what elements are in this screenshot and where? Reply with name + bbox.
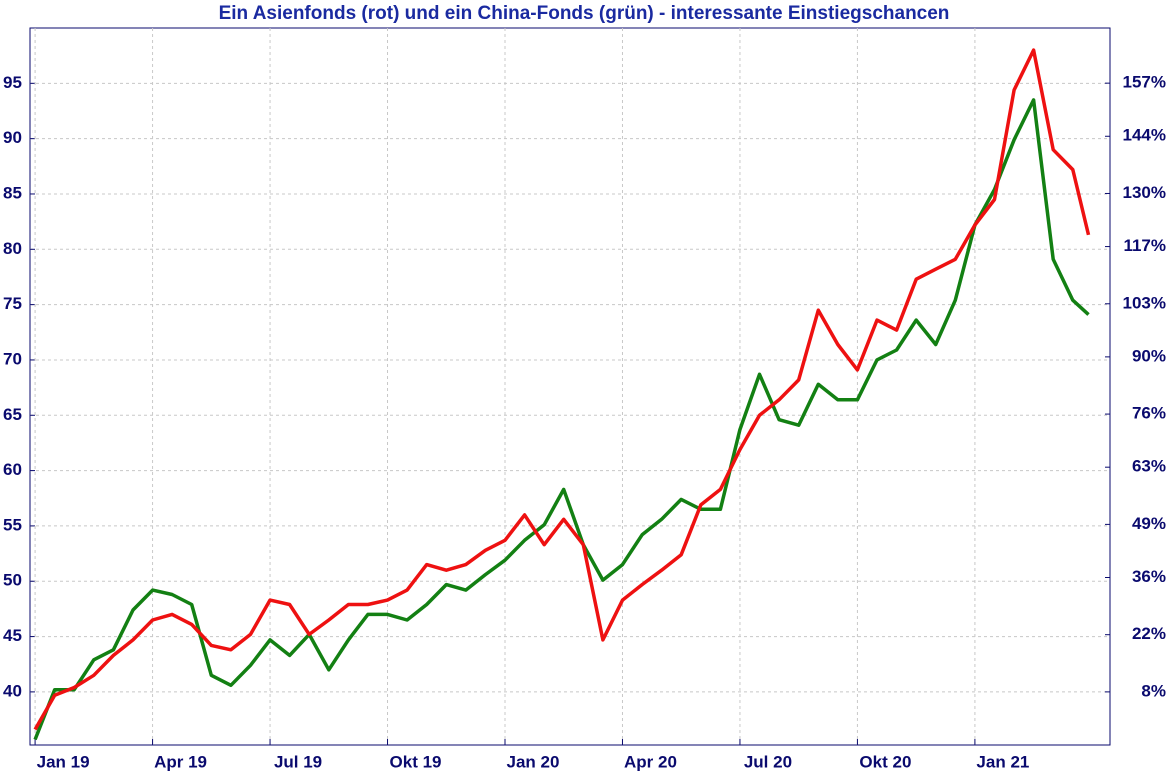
y-tick-label: 75 xyxy=(3,294,22,313)
y2-tick-label: 36% xyxy=(1132,567,1166,586)
x-tick-label: Apr 20 xyxy=(624,752,677,771)
y2-tick-label: 22% xyxy=(1132,624,1166,643)
plot-frame xyxy=(29,27,1111,746)
x-tick-label: Jan 20 xyxy=(507,752,560,771)
y-tick-label: 85 xyxy=(3,183,22,202)
y2-tick-label: 90% xyxy=(1132,346,1166,365)
y-tick-label: 40 xyxy=(3,681,22,700)
y2-tick-label: 63% xyxy=(1132,457,1166,476)
y2-tick-label: 76% xyxy=(1132,404,1166,423)
y2-tick-label: 117% xyxy=(1123,236,1166,255)
x-tick-label: Okt 20 xyxy=(859,752,911,771)
chart-title: Ein Asienfonds (rot) und ein China-Fonds… xyxy=(219,3,950,24)
y2-tick-label: 130% xyxy=(1123,183,1166,202)
y-tick-label: 90 xyxy=(3,128,22,147)
y-tick-label: 55 xyxy=(3,515,22,534)
y2-tick-label: 103% xyxy=(1123,293,1166,312)
y-tick-label: 50 xyxy=(3,571,22,590)
y2-tick-label: 144% xyxy=(1123,126,1166,145)
x-tick-label: Okt 19 xyxy=(390,752,442,771)
x-tick-label: Apr 19 xyxy=(154,752,207,771)
x-tick-label: Jul 20 xyxy=(744,752,792,771)
y-tick-label: 65 xyxy=(3,405,22,424)
x-tick-label: Jan 21 xyxy=(976,752,1029,771)
y2-tick-label: 49% xyxy=(1132,514,1166,533)
y-tick-label: 45 xyxy=(3,626,22,645)
x-tick-label: Jul 19 xyxy=(274,752,322,771)
y2-tick-label: 8% xyxy=(1141,681,1166,700)
series-line xyxy=(33,48,1091,731)
y-tick-label: 70 xyxy=(3,349,22,368)
y-tick-label: 95 xyxy=(3,73,22,92)
y2-tick-label: 157% xyxy=(1123,73,1166,92)
y-tick-label: 80 xyxy=(3,239,22,258)
x-tick-label: Jan 19 xyxy=(37,752,90,771)
y-tick-label: 60 xyxy=(3,460,22,479)
series-line xyxy=(33,98,1090,741)
